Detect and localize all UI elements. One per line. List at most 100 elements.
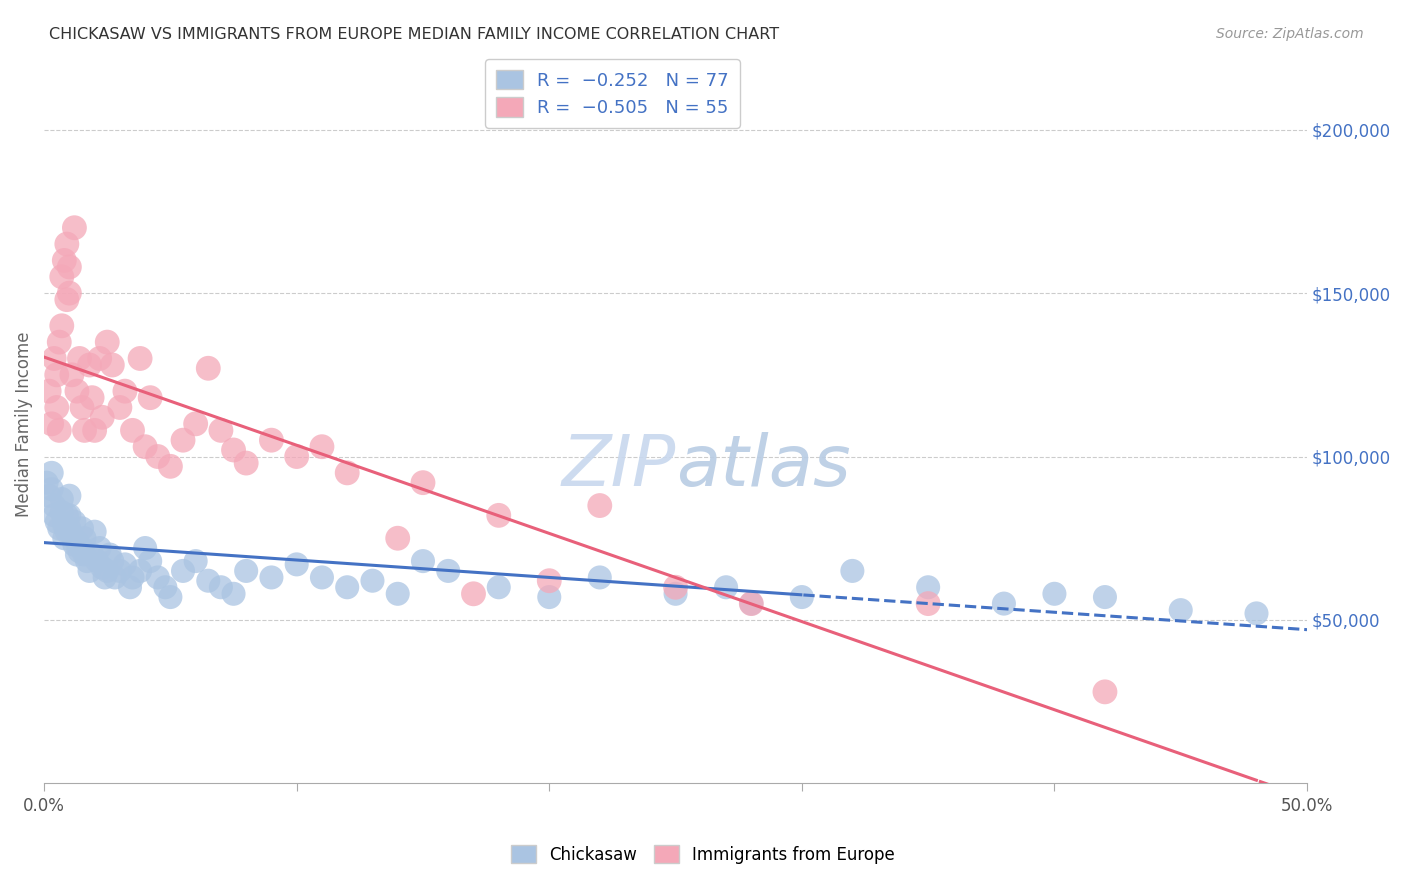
Point bbox=[53, 531, 76, 545]
Point bbox=[60, 528, 83, 542]
Point bbox=[101, 554, 124, 568]
Point bbox=[740, 597, 762, 611]
Point bbox=[336, 580, 359, 594]
Point bbox=[56, 237, 79, 252]
Point bbox=[82, 548, 104, 562]
Point bbox=[60, 368, 83, 382]
Point bbox=[463, 587, 485, 601]
Point bbox=[184, 554, 207, 568]
Point bbox=[129, 351, 152, 366]
Point bbox=[91, 560, 114, 574]
Point bbox=[260, 433, 283, 447]
Point bbox=[35, 475, 58, 490]
Point bbox=[41, 482, 63, 496]
Point bbox=[38, 384, 60, 399]
Point bbox=[45, 401, 67, 415]
Point bbox=[139, 391, 162, 405]
Point bbox=[73, 548, 96, 562]
Point bbox=[387, 587, 409, 601]
Point bbox=[209, 423, 232, 437]
Point bbox=[63, 515, 86, 529]
Point bbox=[664, 587, 686, 601]
Point bbox=[538, 590, 561, 604]
Point bbox=[53, 518, 76, 533]
Point bbox=[311, 570, 333, 584]
Point bbox=[121, 570, 143, 584]
Point bbox=[58, 286, 80, 301]
Point bbox=[235, 456, 257, 470]
Point bbox=[83, 524, 105, 539]
Point bbox=[118, 580, 141, 594]
Point bbox=[336, 466, 359, 480]
Legend: R =  −0.252   N = 77, R =  −0.505   N = 55: R = −0.252 N = 77, R = −0.505 N = 55 bbox=[485, 59, 740, 128]
Point bbox=[82, 391, 104, 405]
Point bbox=[44, 351, 66, 366]
Point bbox=[361, 574, 384, 588]
Point bbox=[108, 564, 131, 578]
Point bbox=[129, 564, 152, 578]
Point bbox=[589, 499, 612, 513]
Point bbox=[538, 574, 561, 588]
Point bbox=[714, 580, 737, 594]
Point bbox=[44, 508, 66, 523]
Point bbox=[70, 521, 93, 535]
Point bbox=[63, 220, 86, 235]
Point bbox=[104, 570, 127, 584]
Point bbox=[101, 358, 124, 372]
Point bbox=[917, 580, 939, 594]
Point bbox=[139, 554, 162, 568]
Point bbox=[790, 590, 813, 604]
Point bbox=[172, 433, 194, 447]
Point bbox=[134, 440, 156, 454]
Text: ZIP: ZIP bbox=[561, 433, 675, 501]
Point bbox=[66, 548, 89, 562]
Point bbox=[1170, 603, 1192, 617]
Point bbox=[63, 538, 86, 552]
Point bbox=[79, 358, 101, 372]
Point bbox=[134, 541, 156, 555]
Point bbox=[45, 515, 67, 529]
Point bbox=[197, 361, 219, 376]
Point bbox=[285, 558, 308, 572]
Point bbox=[222, 587, 245, 601]
Point bbox=[311, 440, 333, 454]
Point bbox=[48, 423, 70, 437]
Point bbox=[1043, 587, 1066, 601]
Point bbox=[146, 450, 169, 464]
Point bbox=[96, 335, 118, 350]
Point bbox=[66, 534, 89, 549]
Point bbox=[841, 564, 863, 578]
Point bbox=[79, 564, 101, 578]
Point bbox=[1094, 685, 1116, 699]
Point bbox=[1094, 590, 1116, 604]
Y-axis label: Median Family Income: Median Family Income bbox=[15, 331, 32, 516]
Point bbox=[155, 580, 177, 594]
Point bbox=[412, 475, 434, 490]
Point bbox=[69, 351, 91, 366]
Point bbox=[260, 570, 283, 584]
Point bbox=[412, 554, 434, 568]
Text: atlas: atlas bbox=[675, 433, 851, 501]
Point bbox=[69, 544, 91, 558]
Point bbox=[58, 508, 80, 523]
Point bbox=[51, 318, 73, 333]
Point bbox=[56, 524, 79, 539]
Point bbox=[70, 541, 93, 555]
Legend: Chickasaw, Immigrants from Europe: Chickasaw, Immigrants from Europe bbox=[505, 838, 901, 871]
Point bbox=[38, 489, 60, 503]
Point bbox=[86, 554, 108, 568]
Point bbox=[51, 491, 73, 506]
Point bbox=[740, 597, 762, 611]
Point bbox=[66, 384, 89, 399]
Point bbox=[48, 335, 70, 350]
Point bbox=[41, 417, 63, 431]
Point bbox=[45, 368, 67, 382]
Point bbox=[146, 570, 169, 584]
Point bbox=[83, 423, 105, 437]
Point bbox=[589, 570, 612, 584]
Point bbox=[73, 423, 96, 437]
Point bbox=[76, 554, 98, 568]
Point bbox=[91, 410, 114, 425]
Point bbox=[387, 531, 409, 545]
Point bbox=[159, 459, 181, 474]
